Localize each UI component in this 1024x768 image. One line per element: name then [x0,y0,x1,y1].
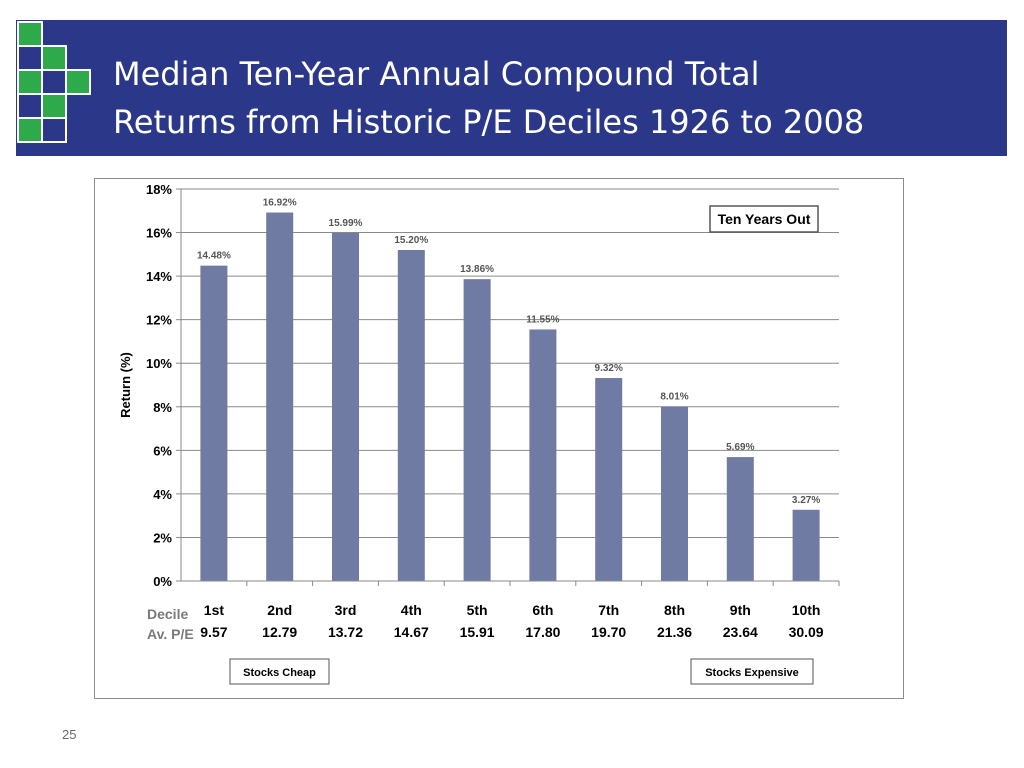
x-category-label: 3rd [335,602,357,618]
y-tick-label: 10% [146,356,172,371]
bar [726,457,754,581]
y-tick-label: 4% [153,487,172,502]
x-pe-label: 19.70 [591,624,626,640]
y-tick-label: 6% [153,443,172,458]
y-tick-label: 16% [146,226,172,241]
x-category-label: 9th [730,602,751,618]
bar [200,265,228,581]
bar [332,232,359,582]
x-category-label: 2nd [267,602,292,618]
y-tick-label: 8% [153,400,172,415]
data-label: 14.48% [197,251,231,262]
y-tick-label: 2% [153,530,172,545]
data-label: 5.69% [726,442,754,453]
note-right-text: Stocks Expensive [705,667,799,679]
bar-chart: 0% 2% 4% 6% 8% 10% 12% 14% 16% 18% Return (%) 14.48… [118,182,840,685]
x-category-label: 5th [467,602,488,618]
note-right-box [690,658,814,685]
data-label: 16.92% [263,198,297,209]
bar [595,378,623,581]
row-label-pe: Av. P/E [147,626,194,642]
x-category-label: 6th [532,602,553,618]
row-label-decile: Decile [147,606,188,622]
page-number: 25 [62,727,77,742]
x-pe-label: 12.79 [262,624,297,640]
x-category-label: 1st [204,602,225,618]
bar [661,406,688,581]
bar [266,212,294,581]
slide-title: Median Ten-Year Annual Compound Total Re… [113,50,993,146]
chart-frame: 0% 2% 4% 6% 8% 10% 12% 14% 16% 18% Return (%) 14.48… [94,178,904,699]
slide-title-line2: Returns from Historic P/E Deciles 1926 t… [113,103,865,141]
y-tick-label: 12% [146,313,172,328]
title-bar [16,20,1007,156]
note-left-text: Stocks Cheap [243,667,316,679]
x-pe-label: 13.72 [328,624,363,640]
note-left-box [229,658,330,685]
x-pe-label: 9.57 [200,624,227,640]
data-label: 3.27% [792,495,820,506]
y-tick-label: 14% [146,269,172,284]
data-label: 9.32% [595,363,623,374]
x-category-label: 8th [664,602,685,618]
slide-title-line1: Median Ten-Year Annual Compound Total [113,55,760,93]
x-pe-label: 21.36 [657,624,692,640]
y-tick-label: 0% [153,574,172,589]
bar [463,279,491,581]
bar [792,509,820,581]
x-pe-label: 14.67 [394,624,429,640]
x-pe-label: 23.64 [723,624,758,640]
data-label: 15.99% [329,218,363,229]
x-pe-label: 15.91 [460,624,495,640]
logo-squares [17,21,91,143]
x-pe-label: 17.80 [525,624,560,640]
data-label: 13.86% [460,264,494,275]
bar [529,329,557,581]
data-label: 8.01% [660,392,688,403]
annotation-text: Ten Years Out [718,211,811,227]
data-label: 11.55% [526,314,559,325]
y-tick-label: 18% [146,182,172,197]
y-axis-title: Return (%) [118,352,133,418]
x-category-label: 4th [401,602,422,618]
bar [397,249,425,581]
annotation-box [709,205,819,233]
x-category-label: 7th [598,602,619,618]
data-label: 15.20% [394,235,428,246]
x-category-label: 10th [792,602,821,618]
x-pe-label: 30.09 [789,624,824,640]
